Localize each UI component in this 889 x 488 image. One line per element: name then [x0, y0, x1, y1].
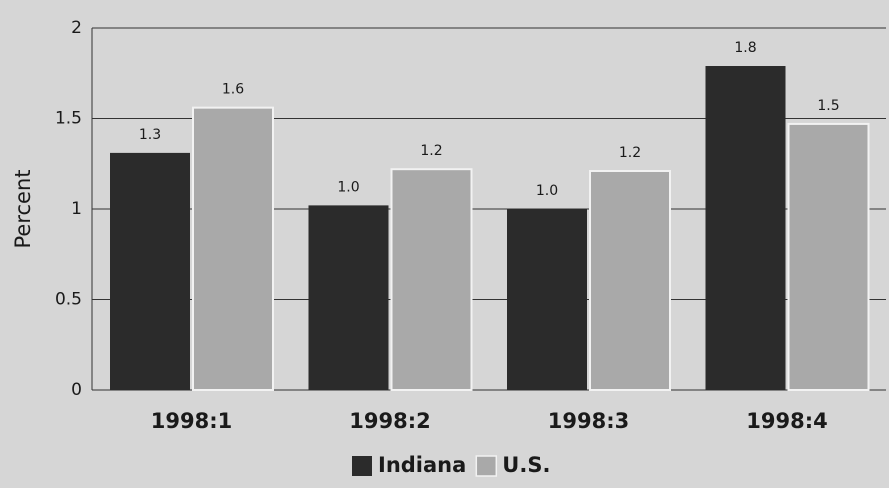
- value-label: 1.3: [139, 127, 161, 143]
- value-label: 1.8: [734, 40, 756, 56]
- bar: [390, 168, 473, 391]
- value-label: 1.5: [817, 98, 839, 114]
- x-tick-label: 1998:1: [151, 409, 232, 433]
- y-tick-label: 0.5: [55, 290, 82, 310]
- value-label: 1.2: [619, 145, 641, 161]
- x-tick-label: 1998:3: [548, 409, 629, 433]
- value-label: 1.2: [420, 143, 442, 159]
- y-axis-label: Percent: [11, 169, 35, 248]
- value-label: 1.0: [536, 183, 558, 199]
- bar: [110, 152, 190, 390]
- bar: [589, 169, 671, 391]
- value-label: 1.6: [222, 82, 244, 98]
- bar: [705, 66, 786, 390]
- y-tick-label: 1.5: [55, 109, 82, 129]
- bar: [308, 205, 389, 390]
- x-tick-label: 1998:2: [349, 409, 430, 433]
- y-tick-label: 2: [71, 18, 82, 38]
- value-label: 1.0: [337, 179, 359, 195]
- y-tick-label: 1: [71, 199, 82, 219]
- x-tick-label: 1998:4: [746, 409, 827, 433]
- legend-swatch: [475, 455, 498, 477]
- y-tick-label: 0: [71, 380, 82, 400]
- bar: [192, 106, 274, 391]
- legend-label: U.S.: [502, 453, 550, 477]
- legend-label: Indiana: [378, 453, 466, 477]
- legend-swatch: [352, 456, 372, 476]
- bar: [507, 209, 587, 390]
- bar: [787, 122, 870, 392]
